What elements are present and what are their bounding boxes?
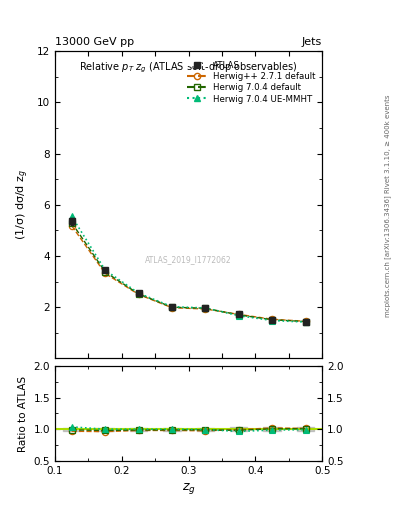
X-axis label: $z_g$: $z_g$ <box>182 481 196 496</box>
Text: mcplots.cern.ch [arXiv:1306.3436]: mcplots.cern.ch [arXiv:1306.3436] <box>384 195 391 317</box>
Text: ATLAS_2019_I1772062: ATLAS_2019_I1772062 <box>145 255 232 265</box>
Text: Relative $p_T$ $z_g$ (ATLAS soft-drop observables): Relative $p_T$ $z_g$ (ATLAS soft-drop ob… <box>79 60 298 75</box>
Text: Jets: Jets <box>302 36 322 47</box>
Y-axis label: (1/σ) dσ/d z$_g$: (1/σ) dσ/d z$_g$ <box>15 169 31 240</box>
Text: Rivet 3.1.10, ≥ 400k events: Rivet 3.1.10, ≥ 400k events <box>385 94 391 193</box>
Legend: ATLAS, Herwig++ 2.7.1 default, Herwig 7.0.4 default, Herwig 7.0.4 UE-MMHT: ATLAS, Herwig++ 2.7.1 default, Herwig 7.… <box>184 58 318 106</box>
Y-axis label: Ratio to ATLAS: Ratio to ATLAS <box>18 375 28 452</box>
Text: 13000 GeV pp: 13000 GeV pp <box>55 36 134 47</box>
